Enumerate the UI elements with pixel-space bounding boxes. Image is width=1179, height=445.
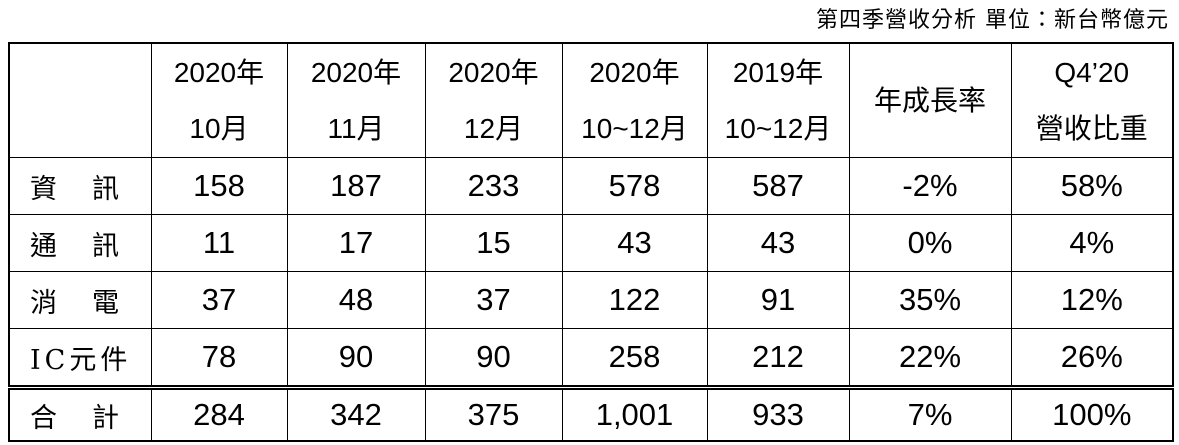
cell: 375 [424, 385, 563, 442]
header-row: 2020年 10月 2020年 11月 2020年 12月 2020年 10~12月 2019年… [8, 42, 1174, 158]
header-cell: 2020年 10~12月 [561, 42, 708, 158]
cell: 48 [286, 271, 426, 329]
cell: 12% [1010, 271, 1174, 329]
table-header: 2020年 10月 2020年 11月 2020年 12月 2020年 10~12月 2019年… [8, 42, 1174, 158]
header-line: 2020年 [173, 56, 265, 88]
row-label: 資 訊 [8, 157, 152, 215]
cell: 7% [848, 385, 1012, 442]
cell: 933 [706, 385, 850, 442]
table-row: 通 訊 11 17 15 43 43 0% 4% [8, 214, 1174, 272]
row-label: IC元件 [8, 328, 152, 388]
header-line: 10月 [189, 112, 249, 144]
cell: 90 [286, 328, 426, 388]
cell: 0% [848, 214, 1012, 272]
cell: 37 [424, 271, 563, 329]
cell: 37 [150, 271, 288, 329]
cell: 122 [561, 271, 708, 329]
cell: 233 [424, 157, 563, 215]
cell: 35% [848, 271, 1012, 329]
header-cell: 2020年 12月 [424, 42, 563, 158]
cell: 43 [706, 214, 850, 272]
cell: 100% [1010, 385, 1174, 442]
header-cell: Q4’20 營收比重 [1010, 42, 1174, 158]
header-cell: 2020年 11月 [286, 42, 426, 158]
cell: 1,001 [561, 385, 708, 442]
cell: 578 [561, 157, 708, 215]
cell: 587 [706, 157, 850, 215]
header-line: 營收比重 [1035, 112, 1148, 144]
cell: 26% [1010, 328, 1174, 388]
row-label: 通 訊 [8, 214, 152, 272]
table-body: 資 訊 158 187 233 578 587 -2% 58% 通 訊 11 17 15 43 43 0% 4… [8, 157, 1174, 442]
table-row: IC元件 78 90 90 258 212 22% 26% [8, 328, 1174, 388]
header-line: 年成長率 [873, 84, 986, 116]
header-line: 11月 [327, 112, 385, 144]
cell: 58% [1010, 157, 1174, 215]
cell: 342 [286, 385, 426, 442]
cell: 158 [150, 157, 288, 215]
cell: 90 [424, 328, 563, 388]
header-cell: 2019年 10~12月 [706, 42, 850, 158]
row-label: 合 計 [8, 385, 152, 442]
cell: 15 [424, 214, 563, 272]
header-cell [8, 42, 152, 158]
table-row: 資 訊 158 187 233 578 587 -2% 58% [8, 157, 1174, 215]
header-cell: 年成長率 [848, 42, 1012, 158]
cell: 11 [150, 214, 288, 272]
cell: 212 [706, 328, 850, 388]
table-row: 消 電 37 48 37 122 91 35% 12% [8, 271, 1174, 329]
row-label: 消 電 [8, 271, 152, 329]
cell: 284 [150, 385, 288, 442]
cell: 4% [1010, 214, 1174, 272]
cell: 43 [561, 214, 708, 272]
cell: 17 [286, 214, 426, 272]
cell: 187 [286, 157, 426, 215]
header-line: 10~12月 [581, 112, 688, 144]
header-line: 10~12月 [724, 112, 832, 144]
revenue-table: 2020年 10月 2020年 11月 2020年 12月 2020年 10~12月 2019年… [8, 42, 1174, 442]
header-line: 2020年 [589, 56, 680, 88]
cell: 91 [706, 271, 850, 329]
header-line: 2020年 [310, 56, 402, 88]
cell: 22% [848, 328, 1012, 388]
cell: 78 [150, 328, 288, 388]
header-line: 12月 [463, 112, 524, 144]
header-line: Q4’20 [1054, 56, 1130, 88]
caption: 第四季營收分析 單位：新台幣億元 [816, 8, 1169, 33]
cell: -2% [848, 157, 1012, 215]
header-cell: 2020年 10月 [150, 42, 288, 158]
table-row: 合 計 284 342 375 1,001 933 7% 100% [8, 385, 1174, 442]
header-line: 2020年 [448, 56, 539, 88]
header-line: 2019年 [732, 56, 824, 88]
cell: 258 [561, 328, 708, 388]
